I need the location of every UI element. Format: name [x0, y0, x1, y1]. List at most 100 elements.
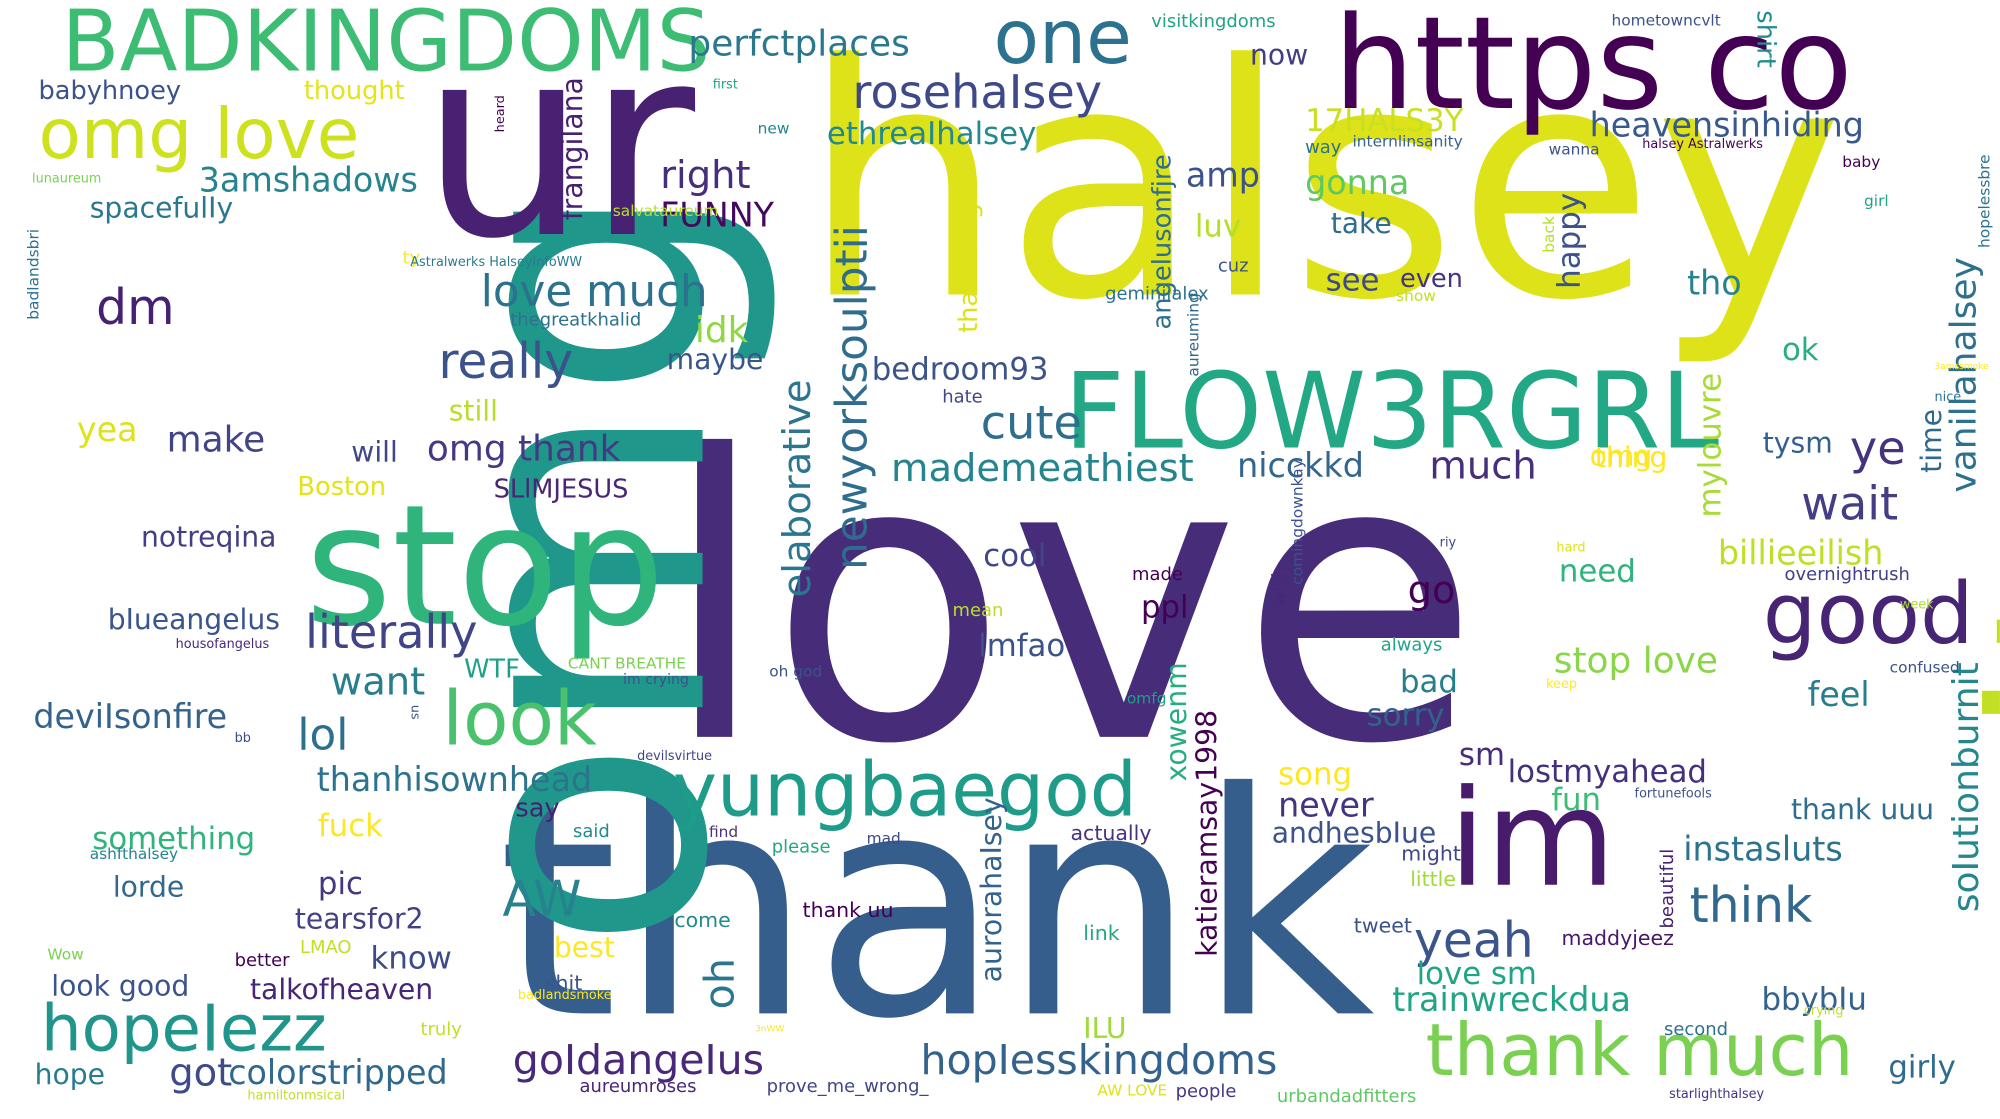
word: song [1278, 756, 1353, 793]
word: mademeathiest [890, 446, 1194, 492]
word: SLlMJESUS [493, 473, 629, 505]
word: maddyjeez [1561, 925, 1674, 951]
word: still [448, 396, 498, 429]
word: yungbaegod [673, 745, 1137, 834]
word: Astralwerks HalseyInfoWW [410, 255, 583, 271]
word: trainwreckdua [1392, 981, 1631, 1020]
word: bad [1399, 663, 1458, 700]
word: sm [1458, 736, 1505, 773]
word: say [515, 792, 560, 824]
word: hopelessbre [1975, 154, 1994, 248]
word: first [712, 78, 738, 93]
word: keep [1546, 677, 1577, 692]
word: truly [420, 1019, 462, 1041]
word: baby [1842, 153, 1881, 172]
word: little [1410, 866, 1457, 892]
word: spacefulIy [89, 192, 234, 226]
word: FLOW3RGRL [1064, 351, 1720, 474]
word: thought [303, 74, 405, 106]
word: CANT BREATHE [567, 654, 686, 673]
word: ppl [1140, 588, 1189, 625]
word: time [1916, 408, 1949, 473]
word: colorstripped [228, 1054, 448, 1094]
word: aureumroses [579, 1076, 697, 1097]
word: comingdownkay [1288, 459, 1307, 585]
word: cool [983, 537, 1047, 574]
word: aurorahaIsey [976, 797, 1009, 983]
word: Boston [297, 470, 387, 502]
word: notreqina [141, 522, 277, 555]
word: instasluts [1683, 830, 1843, 870]
word: bb [234, 731, 251, 746]
word: ty [402, 248, 421, 269]
word: got [169, 1050, 233, 1096]
word: come [674, 907, 731, 933]
word: look [442, 675, 598, 763]
word: FUNNY [660, 196, 775, 236]
word: andhesbIue [1271, 817, 1437, 851]
word: hometowncvlt [1611, 11, 1721, 30]
word: tweet [1353, 913, 1412, 938]
word: show [1396, 286, 1436, 305]
word: love much [480, 266, 708, 318]
word: right [660, 153, 751, 199]
word: riy [1439, 536, 1457, 551]
word: stop [305, 468, 666, 664]
word: badlandsbri [24, 228, 43, 320]
word: now [1249, 39, 1309, 73]
word: devilsvirtue [637, 749, 713, 764]
word: second [1664, 1019, 1729, 1041]
word: way [1305, 137, 1342, 159]
word: im crying [623, 671, 689, 689]
word: thegreatkhalid [510, 309, 642, 331]
word: luv [1194, 208, 1242, 245]
word: link [1083, 920, 1120, 946]
word: hopIesskingdoms [920, 1035, 1278, 1085]
word: badlandsmoke [517, 988, 612, 1004]
word: idk [694, 308, 749, 352]
word: 3nWW [755, 1023, 785, 1034]
word: rosehaIsey [852, 66, 1103, 120]
word: look good [51, 970, 190, 1004]
word: think [1689, 877, 1813, 934]
word: stop love [1553, 639, 1718, 682]
word: shit [544, 970, 583, 996]
word: nicckkd [1237, 447, 1364, 487]
word: thank uuu [1790, 794, 1934, 827]
word: lunaureum [32, 172, 102, 187]
word: thank angel [952, 180, 984, 333]
word: shirt [1751, 10, 1782, 68]
word: find [708, 823, 739, 842]
word: prove_me_wrong_ [766, 1076, 929, 1097]
word: thank uu [802, 897, 894, 923]
word: really [438, 333, 574, 390]
word: amp [1185, 156, 1260, 196]
word: girl [1864, 191, 1889, 210]
word: halsey Astralwerks [1642, 137, 1763, 152]
word: literally [305, 606, 478, 660]
word: bbybIu [1761, 981, 1867, 1018]
word: see [1325, 262, 1380, 299]
word: dm [96, 279, 175, 336]
word: go [1407, 568, 1456, 614]
word: good [1762, 564, 1974, 664]
word: know [370, 940, 452, 977]
word: lol [297, 709, 349, 762]
word: 17HALS3Y [1305, 102, 1464, 139]
word: something [92, 820, 256, 857]
word: omg thank [426, 426, 621, 470]
word: wish [1269, 565, 1290, 607]
word: wait [1801, 478, 1899, 532]
word: said [573, 821, 610, 843]
word: newyorksoulptii [826, 225, 879, 570]
word: always [1380, 635, 1443, 656]
word: cute [980, 397, 1082, 451]
word: week [1899, 597, 1934, 613]
word: aureuming [1184, 293, 1203, 377]
word: love sm [1416, 955, 1537, 992]
word: BADKINGDOMS [61, 0, 711, 92]
word: LMAO [299, 937, 352, 959]
word: talkofheaven [249, 974, 434, 1007]
word: internlinsanity [1352, 132, 1463, 151]
